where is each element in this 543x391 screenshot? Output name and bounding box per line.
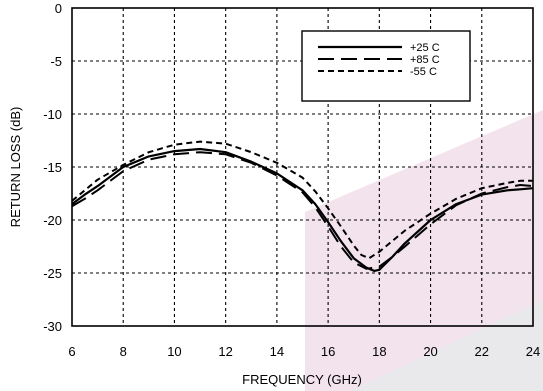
tick-labels: 6 8 10 12 14 16 18 20 22 24 0 -5 -10 -15 -20 -25 -30 bbox=[43, 1, 540, 359]
y-tick-label: -15 bbox=[43, 160, 62, 175]
y-axis-label: RETURN LOSS (dB) bbox=[8, 107, 23, 228]
x-tick-label: 14 bbox=[270, 344, 284, 359]
x-axis-label: FREQUENCY (GHz) bbox=[242, 372, 362, 387]
x-tick-label: 24 bbox=[526, 344, 540, 359]
y-tick-label: -20 bbox=[43, 213, 62, 228]
legend-label: -55 C bbox=[410, 66, 437, 78]
y-tick-label: -25 bbox=[43, 266, 62, 281]
x-tick-label: 22 bbox=[475, 344, 489, 359]
series-line bbox=[71, 140, 533, 260]
plot-frame bbox=[71, 7, 534, 327]
series-line bbox=[71, 151, 534, 270]
series-line bbox=[71, 147, 534, 272]
watermark-shape bbox=[305, 110, 543, 391]
x-tick-label: 6 bbox=[68, 344, 75, 359]
legend: +25 C+85 C-55 C bbox=[301, 30, 471, 102]
x-tick-label: 8 bbox=[120, 344, 127, 359]
legend-label: +25 C bbox=[410, 42, 440, 54]
y-tick-label: 0 bbox=[55, 1, 62, 16]
x-tick-label: 12 bbox=[218, 344, 232, 359]
x-tick-label: 10 bbox=[167, 344, 181, 359]
y-tick-label: -10 bbox=[43, 107, 62, 122]
x-tick-label: 20 bbox=[423, 344, 437, 359]
series-layer bbox=[71, 140, 534, 272]
x-tick-label: 18 bbox=[372, 344, 386, 359]
legend-box bbox=[301, 30, 471, 102]
y-tick-label: -5 bbox=[50, 54, 62, 69]
legend-label: +85 C bbox=[410, 54, 440, 66]
y-tick-label: -30 bbox=[43, 319, 62, 334]
x-tick-label: 16 bbox=[321, 344, 335, 359]
